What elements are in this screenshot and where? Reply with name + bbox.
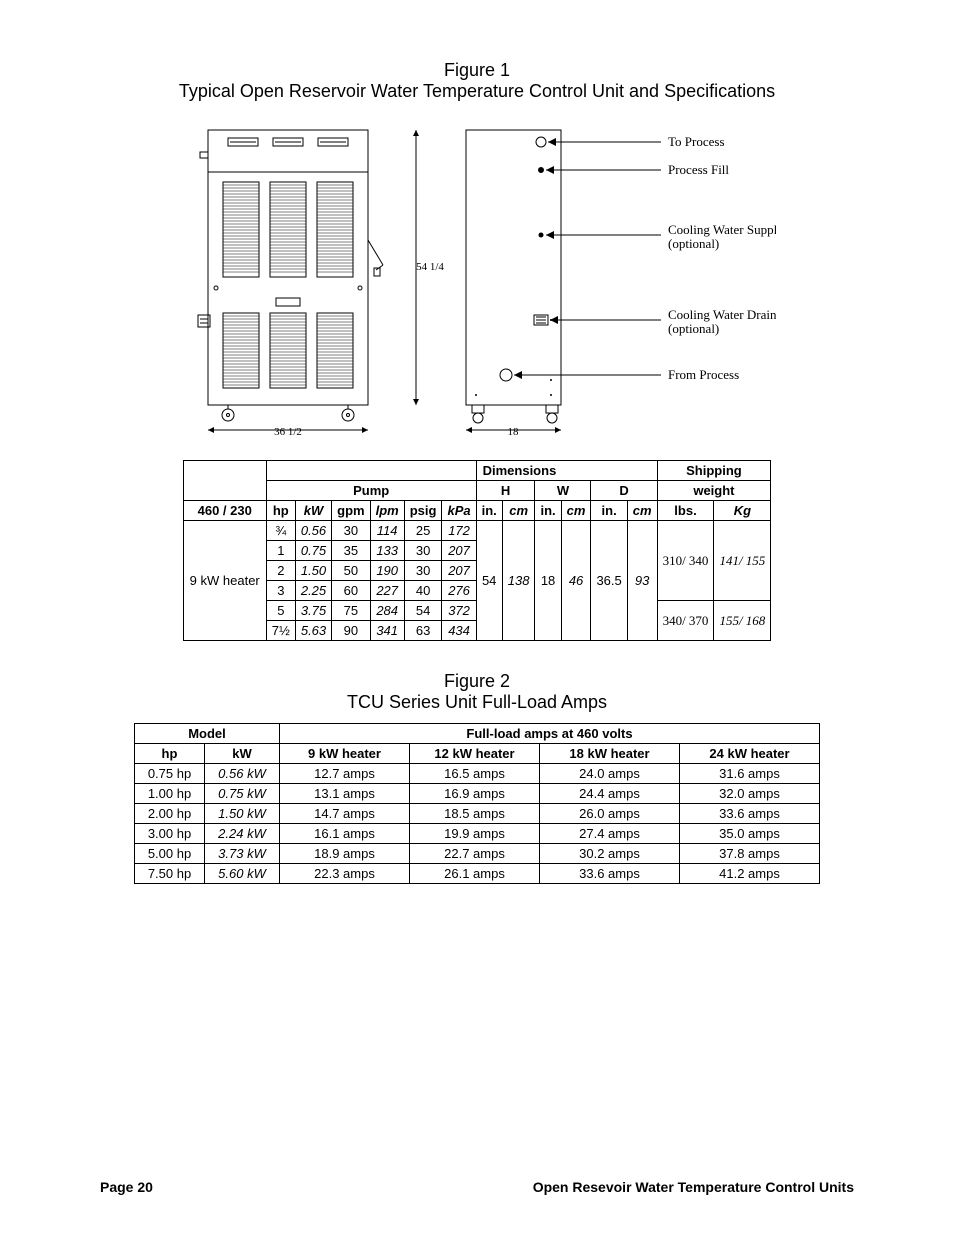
th-pump: Pump <box>266 481 476 501</box>
front-width-label: 36 1/2 <box>274 426 302 438</box>
label-from-process: From Process <box>668 367 739 382</box>
table-row: 2.00 hp1.50 kW14.7 amps18.5 amps26.0 amp… <box>135 804 820 824</box>
footer-title: Open Resevoir Water Temperature Control … <box>533 1179 854 1195</box>
label-process-fill: Process Fill <box>668 162 729 177</box>
th-Kg: Kg <box>714 501 771 521</box>
table-row: 5.00 hp3.73 kW18.9 amps22.7 amps30.2 amp… <box>135 844 820 864</box>
page-footer: Page 20 Open Resevoir Water Temperature … <box>100 1179 854 1195</box>
row-label: 9 kW heater <box>183 521 266 641</box>
th-fla: Full-load amps at 460 volts <box>280 724 820 744</box>
th-in2: in. <box>535 501 561 521</box>
figure2-caption: Figure 2 TCU Series Unit Full-Load Amps <box>100 671 854 713</box>
side-height-label: 54 1/4 <box>416 261 444 273</box>
th2-kW: kW <box>205 744 280 764</box>
label-to-process: To Process <box>668 134 725 149</box>
figure1-caption: Figure 1 Typical Open Reservoir Water Te… <box>100 60 854 102</box>
th2-h12: 12 kW heater <box>410 744 540 764</box>
th-voltage: 460 / 230 <box>183 501 266 521</box>
label-cooling-drain-2: (optional) <box>668 321 719 336</box>
fig2-line2: TCU Series Unit Full-Load Amps <box>347 692 607 712</box>
fig2-line1: Figure 2 <box>444 671 510 691</box>
th-cm2: cm <box>561 501 591 521</box>
th-kW: kW <box>295 501 331 521</box>
full-load-amps-table: Model Full-load amps at 460 volts hp kW … <box>134 723 820 884</box>
side-view-diagram: 54 1/4 18 To Process Process Fill <box>406 120 776 440</box>
th-in1: in. <box>476 501 502 521</box>
th-lbs: lbs. <box>657 501 714 521</box>
th2-hp: hp <box>135 744 205 764</box>
label-cooling-supply-2: (optional) <box>668 236 719 251</box>
th2-h18: 18 kW heater <box>540 744 680 764</box>
th-W: W <box>535 481 591 501</box>
th-psig: psig <box>404 501 442 521</box>
th-cm1: cm <box>502 501 535 521</box>
th-D: D <box>591 481 657 501</box>
th-cm3: cm <box>627 501 657 521</box>
th-weight: weight <box>657 481 771 501</box>
th-lpm: lpm <box>370 501 404 521</box>
th-in3: in. <box>591 501 627 521</box>
fig1-line1: Figure 1 <box>444 60 510 80</box>
th-H: H <box>476 481 535 501</box>
table-row: 1.00 hp0.75 kW13.1 amps16.9 amps24.4 amp… <box>135 784 820 804</box>
fig1-line2: Typical Open Reservoir Water Temperature… <box>179 81 775 101</box>
table-row: 7.50 hp5.60 kW22.3 amps26.1 amps33.6 amp… <box>135 864 820 884</box>
front-view-diagram: 36 1/2 <box>178 120 388 440</box>
th2-h9: 9 kW heater <box>280 744 410 764</box>
th-model: Model <box>135 724 280 744</box>
page-number: Page 20 <box>100 1179 153 1195</box>
label-cooling-drain-1: Cooling Water Drain <box>668 307 776 322</box>
label-cooling-supply-1: Cooling Water Supply <box>668 222 776 237</box>
table-row: 9 kW heater ¾ 0.56 30 114 25 172 54 138 … <box>183 521 771 541</box>
figure1-diagrams: 36 1/2 54 1/4 18 <box>100 120 854 440</box>
th-dimensions: Dimensions <box>476 461 657 481</box>
th-shipping: Shipping <box>657 461 771 481</box>
side-depth-label: 18 <box>508 426 520 438</box>
table-row: 3.00 hp2.24 kW16.1 amps19.9 amps27.4 amp… <box>135 824 820 844</box>
th-kPa: kPa <box>442 501 476 521</box>
th-gpm: gpm <box>332 501 370 521</box>
specifications-table: Dimensions Shipping Pump H W D weight 46… <box>183 460 772 641</box>
table-row: 0.75 hp0.56 kW12.7 amps16.5 amps24.0 amp… <box>135 764 820 784</box>
th2-h24: 24 kW heater <box>680 744 820 764</box>
th-hp: hp <box>266 501 295 521</box>
